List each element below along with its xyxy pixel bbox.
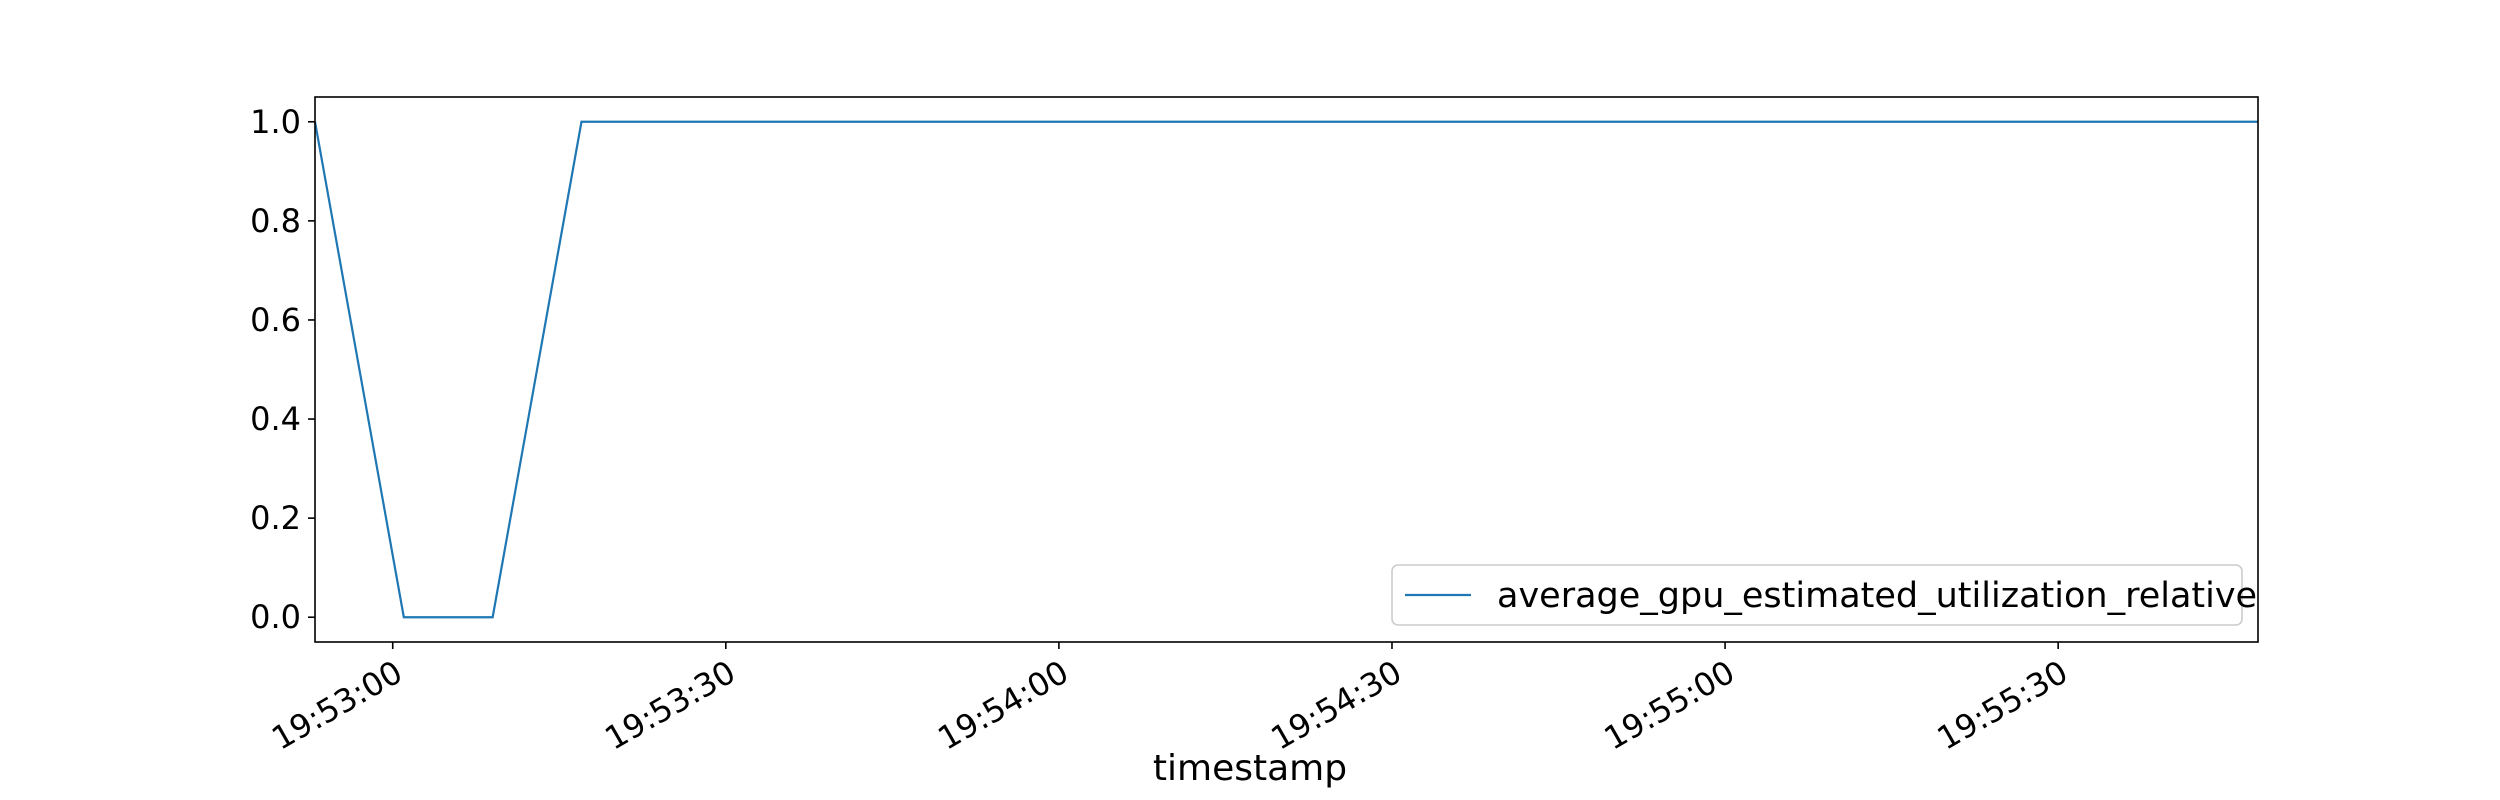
axes-frame (314, 96, 2259, 643)
legend: average_gpu_estimated_utilization_relati… (1391, 564, 2257, 626)
y-tick-label-1: 0.2 (250, 499, 301, 537)
plot-area (313, 120, 2258, 619)
y-tick-label-4: 0.8 (250, 202, 301, 240)
y-tick-label-5: 1.0 (250, 103, 301, 141)
series-line-0 (313, 120, 2258, 619)
legend-box (1391, 564, 2243, 626)
y-tick-label-2: 0.4 (250, 400, 301, 438)
y-tick-label-0: 0.0 (250, 598, 301, 636)
legend-label-0: average_gpu_estimated_utilization_relati… (1497, 576, 2257, 616)
x-axis-label: timestamp (1153, 748, 1347, 789)
y-tick-label-3: 0.6 (250, 301, 301, 339)
